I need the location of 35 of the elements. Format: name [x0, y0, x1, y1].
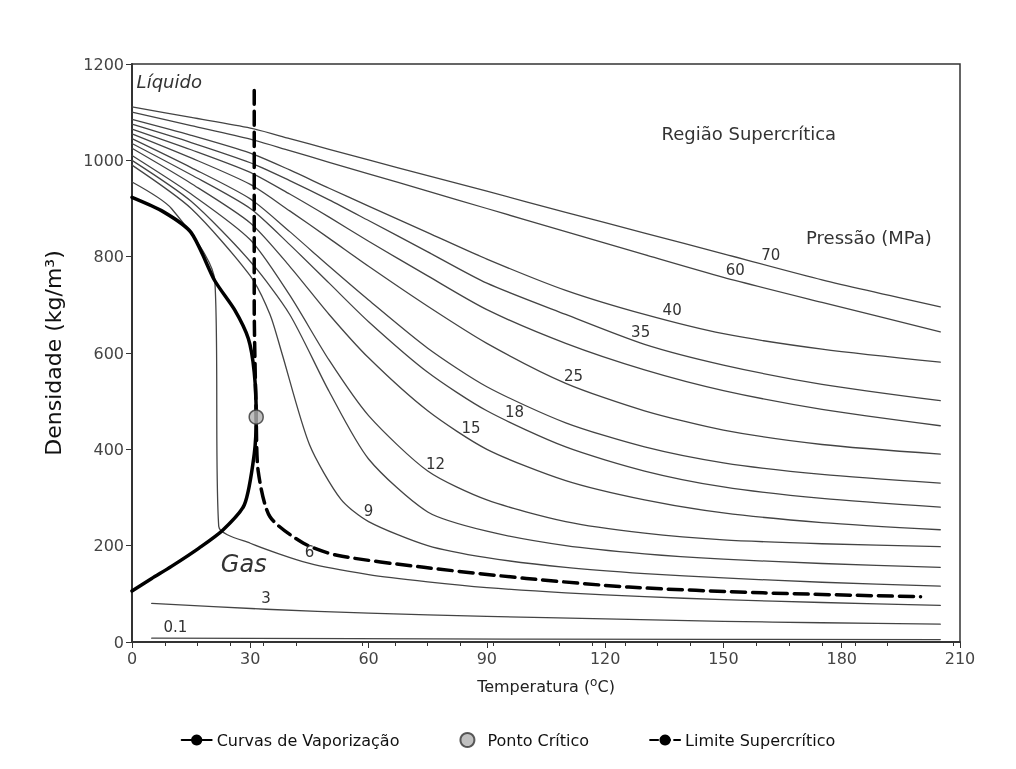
annotation: 18: [504, 403, 524, 422]
x-tick-label: 0: [126, 648, 138, 668]
y-tick-label: 1000: [83, 150, 124, 170]
y-tick-label: 400: [93, 439, 124, 459]
annotation: Região Supercrítica: [661, 122, 837, 144]
annotation: 25: [564, 366, 584, 385]
y-tick-label: 0: [113, 632, 124, 652]
annotation: 12: [426, 454, 446, 473]
annotation: 9: [363, 501, 374, 520]
x-tick-label: 120: [589, 648, 621, 668]
y-axis-title: Densidade (kg/m³): [40, 250, 66, 456]
annotation: 6: [304, 543, 315, 562]
legend-label: Ponto Crítico: [487, 730, 590, 750]
legend-label: Curvas de Vaporização: [216, 730, 400, 750]
x-tick-label: 90: [476, 648, 498, 668]
x-tick-label: 30: [240, 648, 261, 668]
annotation: 40: [662, 301, 682, 320]
y-tick-label: 200: [93, 536, 124, 556]
annotation: 35: [631, 323, 651, 342]
x-tick-label: 60: [358, 648, 379, 668]
x-tick-label: 210: [944, 648, 976, 668]
annotation: Pressão (MPa): [806, 226, 932, 248]
x-tick-label: 180: [826, 648, 857, 668]
y-tick-label: 800: [93, 247, 124, 267]
y-tick-label: 600: [93, 343, 124, 363]
y-tick-label: 1200: [83, 54, 124, 74]
annotation: 70: [761, 246, 781, 265]
x-tick-label: 150: [708, 648, 739, 668]
legend-label: Limite Supercrítico: [685, 730, 836, 750]
annotation: 0.1: [163, 618, 188, 637]
annotation: 60: [725, 260, 745, 279]
annotation: 15: [461, 419, 481, 438]
annotation: Líquido: [136, 70, 202, 92]
annotation: 3: [261, 589, 271, 608]
annotation: Gas: [220, 549, 267, 578]
